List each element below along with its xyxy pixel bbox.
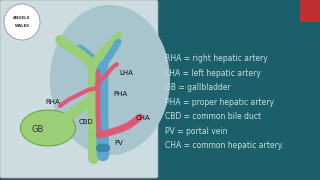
Text: PHA: PHA xyxy=(113,91,127,97)
Text: WALES: WALES xyxy=(14,24,29,28)
Circle shape xyxy=(4,4,40,40)
Text: LHA = left hepatic artery: LHA = left hepatic artery xyxy=(165,69,261,78)
Text: RHA: RHA xyxy=(45,99,60,105)
Text: PV: PV xyxy=(114,140,123,146)
FancyBboxPatch shape xyxy=(0,0,158,178)
Text: GB = gallbladder: GB = gallbladder xyxy=(165,83,230,92)
Text: LHA: LHA xyxy=(119,70,133,76)
Ellipse shape xyxy=(20,110,76,146)
Text: CBD: CBD xyxy=(79,119,94,125)
Text: PHA = proper hepatic artery: PHA = proper hepatic artery xyxy=(165,98,274,107)
Ellipse shape xyxy=(50,5,170,155)
Bar xyxy=(300,0,320,22)
Text: CHA: CHA xyxy=(136,115,151,121)
Text: RHA = right hepatic artery: RHA = right hepatic artery xyxy=(165,54,268,63)
Text: CBD = common bile duct: CBD = common bile duct xyxy=(165,112,261,121)
Text: ANGELS: ANGELS xyxy=(13,16,31,20)
Text: CHA = common hepatic artery.: CHA = common hepatic artery. xyxy=(165,141,283,150)
Text: GB: GB xyxy=(32,125,44,134)
Text: PV = portal vein: PV = portal vein xyxy=(165,127,227,136)
